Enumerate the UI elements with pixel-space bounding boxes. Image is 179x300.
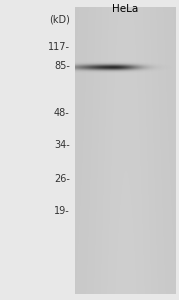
Text: 117-: 117- xyxy=(48,41,70,52)
Text: 34-: 34- xyxy=(54,140,70,151)
Text: 48-: 48- xyxy=(54,107,70,118)
Text: 26-: 26- xyxy=(54,173,70,184)
Text: 19-: 19- xyxy=(54,206,70,217)
Text: 85-: 85- xyxy=(54,61,70,71)
Text: (kD): (kD) xyxy=(49,14,70,25)
Text: HeLa: HeLa xyxy=(112,4,138,14)
